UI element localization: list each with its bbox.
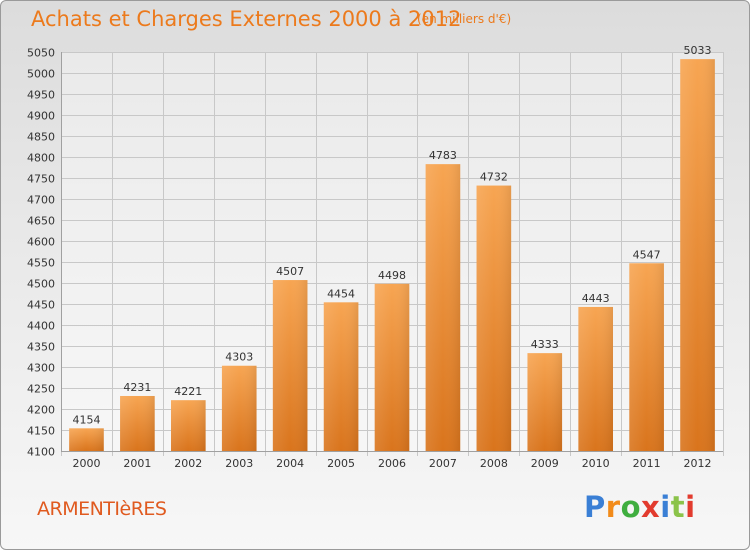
y-tick-label: 4750 bbox=[27, 173, 55, 186]
x-tick-label: 2006 bbox=[378, 457, 406, 470]
data-label: 4154 bbox=[72, 413, 100, 426]
logo-letter: i bbox=[685, 490, 696, 524]
y-tick-label: 4400 bbox=[27, 320, 55, 333]
bar-shade bbox=[680, 59, 715, 451]
bar-shade bbox=[527, 353, 563, 451]
y-tick-label: 4450 bbox=[27, 299, 55, 312]
logo-letter: r bbox=[605, 490, 621, 524]
proxiti-logo: Proxiti bbox=[584, 490, 696, 524]
data-label: 4443 bbox=[582, 292, 610, 305]
logo-letter: o bbox=[620, 490, 642, 524]
y-tick-label: 4950 bbox=[27, 89, 55, 102]
x-tick-label: 2000 bbox=[72, 457, 100, 470]
logo-letter: t bbox=[670, 490, 686, 524]
y-tick-label: 4700 bbox=[27, 194, 55, 207]
x-tick-label: 2001 bbox=[123, 457, 151, 470]
bar-shade bbox=[476, 185, 512, 451]
x-tick-label: 2004 bbox=[276, 457, 304, 470]
bar-shade bbox=[578, 306, 614, 451]
logo-letter: i bbox=[660, 490, 671, 524]
x-tick-label: 2010 bbox=[582, 457, 610, 470]
data-label: 4231 bbox=[123, 381, 151, 394]
y-tick-label: 4200 bbox=[27, 404, 55, 417]
bar-shade bbox=[272, 280, 308, 451]
bar-shade bbox=[425, 164, 461, 451]
y-tick-label: 4550 bbox=[27, 257, 55, 270]
data-label: 4221 bbox=[174, 385, 202, 398]
x-tick-label: 2002 bbox=[174, 457, 202, 470]
data-label: 4454 bbox=[327, 287, 355, 300]
logo-letter: x bbox=[641, 490, 661, 524]
data-label: 4783 bbox=[429, 149, 457, 162]
x-tick-label: 2012 bbox=[684, 457, 712, 470]
town-name: ARMENTIèRES bbox=[37, 498, 167, 520]
y-tick-label: 4350 bbox=[27, 341, 55, 354]
x-tick-label: 2003 bbox=[225, 457, 253, 470]
bar-shade bbox=[170, 400, 206, 451]
bar-shade bbox=[629, 263, 664, 451]
bar-shade bbox=[120, 395, 155, 451]
chart-subtitle: (en milliers d'€) bbox=[417, 12, 512, 26]
bar-shade bbox=[221, 365, 257, 451]
x-tick-label: 2011 bbox=[633, 457, 661, 470]
data-label: 4498 bbox=[378, 269, 406, 282]
bar-shade bbox=[69, 428, 104, 451]
y-tick-label: 4300 bbox=[27, 362, 55, 375]
x-tick-label: 2005 bbox=[327, 457, 355, 470]
x-tick-label: 2008 bbox=[480, 457, 508, 470]
bar-shade bbox=[374, 283, 410, 451]
y-tick-label: 4600 bbox=[27, 236, 55, 249]
y-tick-label: 4100 bbox=[27, 446, 55, 459]
x-tick-label: 2007 bbox=[429, 457, 457, 470]
bar-shade bbox=[323, 302, 359, 451]
y-tick-label: 4500 bbox=[27, 278, 55, 291]
y-tick-label: 5000 bbox=[27, 68, 55, 81]
chart-title: Achats et Charges Externes 2000 à 2012 bbox=[31, 7, 462, 31]
y-tick-label: 4150 bbox=[27, 425, 55, 438]
y-tick-label: 4250 bbox=[27, 383, 55, 396]
y-tick-label: 5050 bbox=[27, 47, 55, 60]
x-tick-label: 2009 bbox=[531, 457, 559, 470]
y-tick-label: 4900 bbox=[27, 110, 55, 123]
y-tick-label: 4650 bbox=[27, 215, 55, 228]
data-label: 4333 bbox=[531, 338, 559, 351]
y-tick-label: 4850 bbox=[27, 131, 55, 144]
data-label: 5033 bbox=[684, 44, 712, 57]
data-label: 4547 bbox=[633, 248, 661, 261]
data-label: 4303 bbox=[225, 351, 253, 364]
data-label: 4507 bbox=[276, 265, 304, 278]
y-tick-label: 4800 bbox=[27, 152, 55, 165]
data-label: 4732 bbox=[480, 171, 508, 184]
logo-letter: P bbox=[584, 490, 606, 524]
